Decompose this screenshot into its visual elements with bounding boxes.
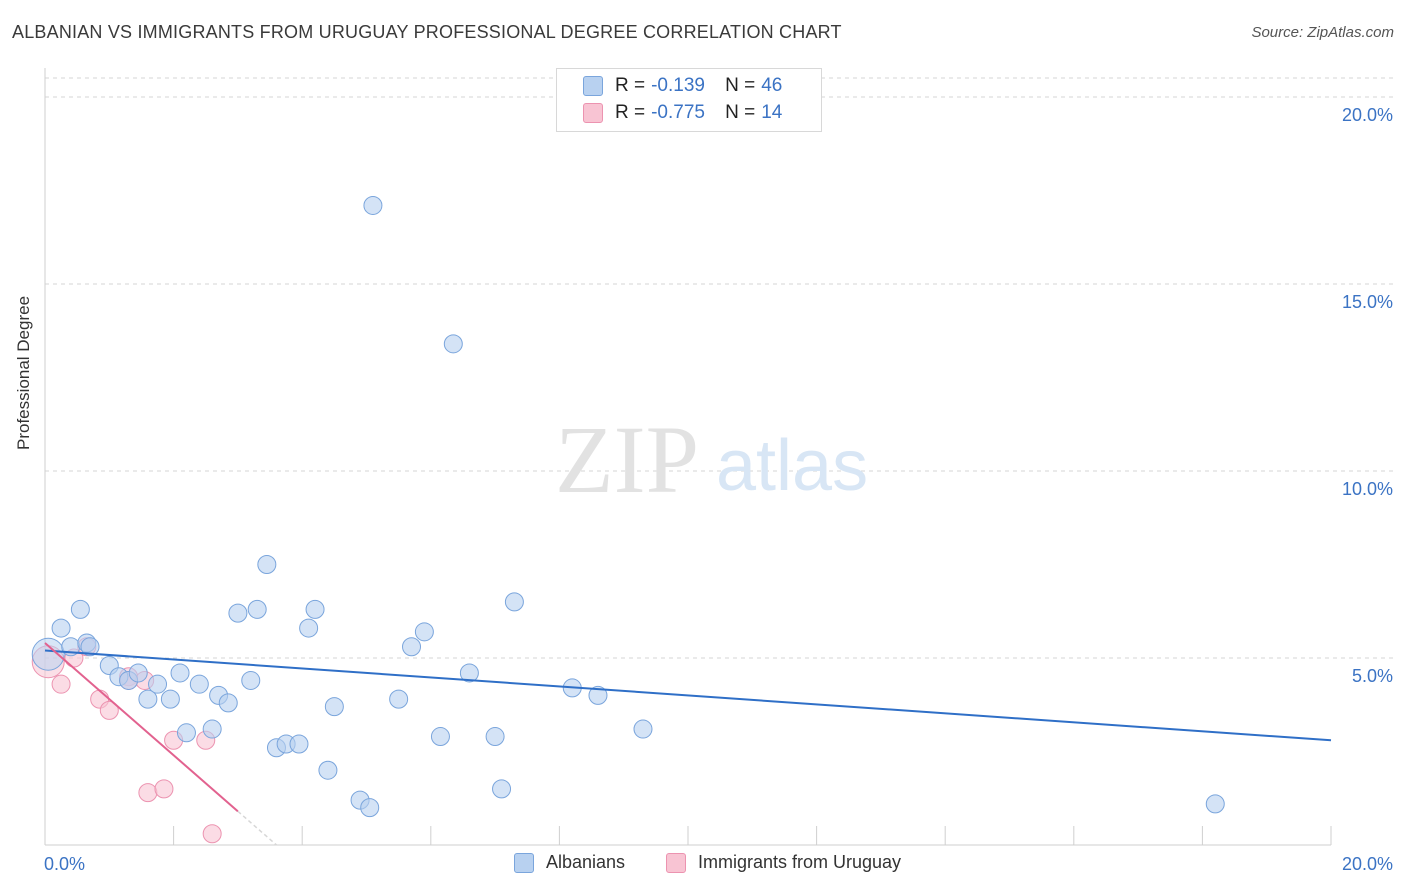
albanians-point <box>443 334 463 354</box>
y-tick-label: 15.0% <box>1342 292 1393 312</box>
albanians-point <box>128 663 148 683</box>
uruguay-swatch <box>583 103 603 123</box>
grid-layer <box>45 77 1395 659</box>
albanians-point <box>241 670 261 690</box>
albanians-point <box>138 689 158 709</box>
albanians-point <box>80 637 100 657</box>
uruguay-legend-label: Immigrants from Uruguay <box>698 852 902 872</box>
albanians-point <box>492 779 512 799</box>
albanians-point <box>257 555 277 574</box>
y-tick-label: 5.0% <box>1352 666 1393 686</box>
albanians-point <box>389 689 409 709</box>
y-axis-label: Professional Degree <box>14 295 33 450</box>
x-tick-label: 20.0% <box>1342 854 1393 874</box>
albanians-point <box>633 719 653 739</box>
n-value: 14 <box>761 102 783 123</box>
albanians-point <box>363 195 383 215</box>
albanians-point <box>189 674 209 694</box>
r-label: R = <box>615 102 646 123</box>
watermark-zip: ZIP <box>555 406 699 513</box>
uruguay-point <box>138 783 158 803</box>
points-layer <box>31 195 1225 844</box>
r-value: -0.139 <box>651 75 705 96</box>
albanians-point <box>360 798 380 818</box>
albanians-point <box>160 689 180 709</box>
albanians-point <box>414 622 434 642</box>
albanians-point <box>31 637 65 671</box>
albanians-point <box>324 697 344 717</box>
albanians-point <box>504 592 524 612</box>
legend-row-uruguay: R = -0.775 N = 14 <box>583 100 782 126</box>
x-tick-label: 0.0% <box>44 854 85 874</box>
uruguay-legend-swatch <box>666 852 686 873</box>
chart-source: Source: ZipAtlas.com <box>1251 24 1394 41</box>
albanians-point <box>70 599 90 619</box>
uruguay-point <box>202 824 222 844</box>
albanians-point <box>318 760 338 780</box>
albanians-swatch <box>583 76 603 96</box>
albanians-point <box>51 618 71 638</box>
albanians-point <box>289 734 309 754</box>
chart-title: ALBANIAN VS IMMIGRANTS FROM URUGUAY PROF… <box>12 22 842 42</box>
albanians-point <box>228 603 248 623</box>
albanians-point <box>305 599 325 619</box>
legend-row-albanians: R = -0.139 N = 46 <box>583 73 782 99</box>
n-label: N = <box>725 75 756 96</box>
legend-item-uruguay[interactable]: Immigrants from Uruguay <box>666 852 901 873</box>
albanians-point <box>202 719 222 739</box>
uruguay-trend-line <box>44 642 239 813</box>
albanians-point <box>1205 794 1225 814</box>
albanians-point <box>148 674 168 694</box>
series-legend: Albanians Immigrants from Uruguay <box>0 852 1406 876</box>
albanians-point <box>588 685 608 705</box>
albanians-point <box>299 618 319 638</box>
watermark-atlas: atlas <box>716 426 868 506</box>
n-label: N = <box>725 102 756 123</box>
uruguay-point <box>154 779 174 799</box>
uruguay-point <box>99 700 119 720</box>
legend-item-albanians[interactable]: Albanians <box>514 852 625 873</box>
albanians-legend-label: Albanians <box>546 852 626 872</box>
albanians-trend-line <box>44 649 1332 742</box>
watermark: ZIP atlas <box>555 406 868 513</box>
albanians-point <box>176 723 196 743</box>
uruguay-point <box>51 674 71 694</box>
y-tick-label: 20.0% <box>1342 105 1393 125</box>
y-tick-label: 10.0% <box>1342 479 1393 499</box>
r-label: R = <box>615 75 646 96</box>
uruguay-trend-extension <box>237 810 277 846</box>
label-layer: 5.0% 10.0% 15.0% 20.0% 0.0% 20.0% <box>44 105 1393 874</box>
albanians-point <box>170 663 190 683</box>
albanians-point <box>485 727 505 747</box>
albanians-point <box>218 693 238 713</box>
albanians-point <box>459 663 479 683</box>
axis-layer <box>44 68 1332 846</box>
albanians-point <box>247 599 267 619</box>
albanians-point <box>430 727 450 747</box>
albanians-point <box>402 637 422 657</box>
r-value: -0.775 <box>651 102 705 123</box>
n-value: 46 <box>761 75 783 96</box>
trend-layer <box>44 642 1332 846</box>
albanians-legend-swatch <box>514 852 534 873</box>
correlation-legend: R = -0.139 N = 46 R = -0.775 N = 14 <box>556 68 822 132</box>
